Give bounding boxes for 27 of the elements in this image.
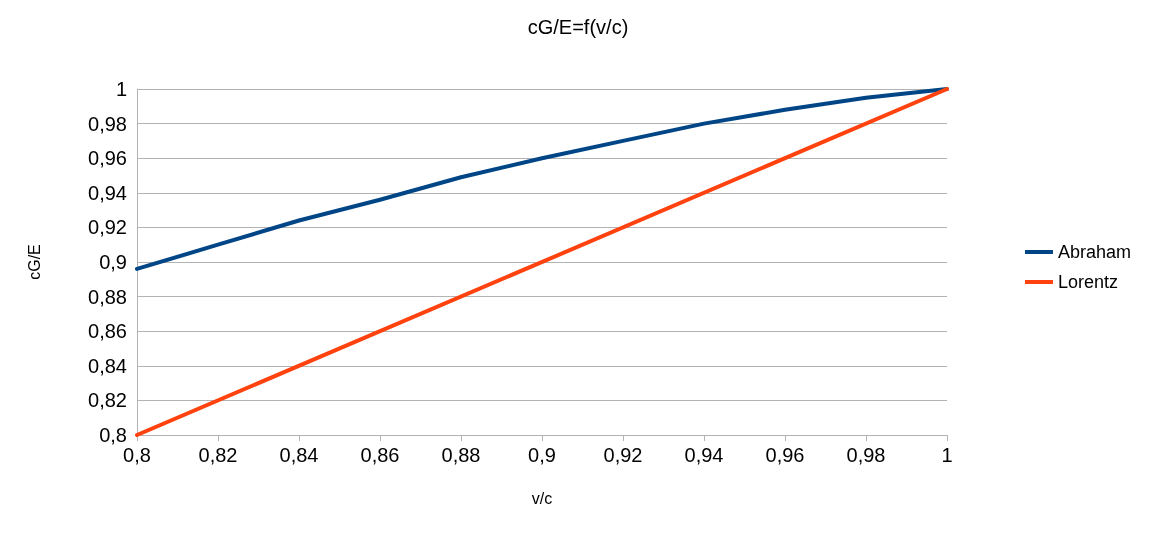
y-tick-label: 0,96 bbox=[88, 147, 127, 170]
chart-title: cG/E=f(v/c) bbox=[527, 16, 629, 38]
x-tick-label: 0,84 bbox=[279, 444, 319, 466]
y-tick-label: 0,84 bbox=[88, 354, 127, 377]
y-tick-label: 0,82 bbox=[88, 389, 127, 412]
x-tick-label: 0,8 bbox=[123, 444, 151, 466]
x-tick-label: 0,9 bbox=[528, 444, 556, 466]
y-tick-label: 0,94 bbox=[88, 181, 127, 204]
x-tick-label: 0,94 bbox=[684, 444, 724, 466]
legend-label: Lorentz bbox=[1057, 272, 1119, 292]
y-tick-label: 0,86 bbox=[88, 320, 127, 343]
y-tick-label: 0,92 bbox=[88, 216, 127, 239]
y-tick-label: 0,88 bbox=[88, 285, 127, 308]
x-axis-title: v/c bbox=[531, 489, 553, 507]
x-tick-label: 0,92 bbox=[603, 444, 643, 466]
x-tick-label: 0,88 bbox=[441, 444, 481, 466]
x-tick-label: 0,98 bbox=[846, 444, 886, 466]
x-tick-label: 1 bbox=[941, 444, 953, 466]
y-tick-label: 0,9 bbox=[99, 251, 127, 273]
y-axis-title: cG/E bbox=[25, 244, 43, 280]
x-tick-label: 0,82 bbox=[198, 444, 238, 466]
x-tick-label: 0,86 bbox=[360, 444, 400, 466]
x-tick-label: 0,96 bbox=[765, 444, 805, 466]
y-tick-label: 0,8 bbox=[99, 424, 127, 446]
legend-label: Abraham bbox=[1057, 242, 1132, 262]
y-tick-label: 0,98 bbox=[88, 112, 127, 135]
y-tick-label: 1 bbox=[115, 78, 127, 100]
